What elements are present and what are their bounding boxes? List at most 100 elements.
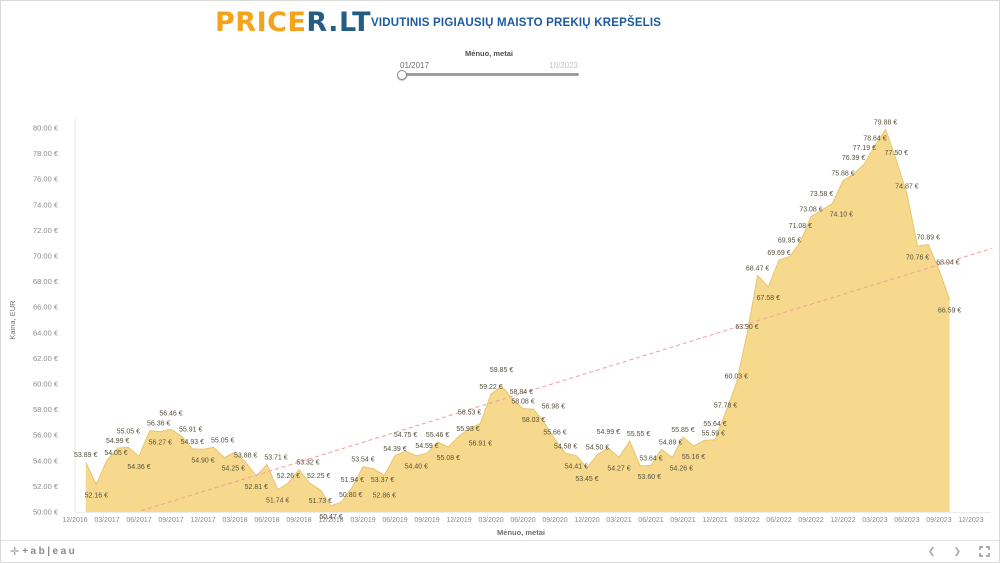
data-point-label: 52.25 € [307,473,330,480]
data-point-label: 69.95 € [778,238,801,245]
data-point-label: 52.81 € [245,484,268,491]
y-tick-label: 52.00 € [33,482,59,491]
data-point-label: 70.76 € [906,254,929,261]
data-point-label: 75.88 € [831,171,854,178]
x-tick-label: 12/2018 [318,517,343,524]
y-tick-label: 64.00 € [33,328,59,337]
redo-icon[interactable]: ❯ [953,546,961,556]
tableau-logo[interactable]: ✛ +ab|eau [10,545,77,558]
data-point-label: 54.25 € [222,466,245,473]
page-title: VIDUTINIS PIGIAUSIŲ MAISTO PREKIŲ KREPŠE… [371,17,662,29]
data-point-label: 66.59 € [938,308,961,315]
price-area [85,129,950,512]
x-tick-label: 03/2019 [350,517,375,524]
y-tick-label: 72.00 € [33,226,59,235]
data-point-label: 73.08 € [799,207,822,214]
date-filter-label: Mėnuo, metai [465,49,513,58]
data-point-label: 60.03 € [725,374,748,381]
data-point-label: 53.71 € [264,455,287,462]
data-point-label: 56.36 € [147,421,170,428]
tableau-wordmark: +ab|eau [22,546,78,557]
y-tick-label: 74.00 € [33,200,59,209]
data-point-label: 50.47 € [319,514,342,521]
data-point-label: 58.84 € [510,389,533,396]
pricer-logo-price: PRICE [215,7,307,38]
x-tick-label: 09/2019 [414,517,439,524]
data-point-label: 55.05 € [211,437,234,444]
date-filter: Mėnuo, metai 01/2017 10/2023 [397,49,579,80]
y-tick-label: 56.00 € [33,431,59,440]
date-slider-track[interactable] [397,70,579,80]
data-point-label: 58.08 € [511,399,534,406]
data-point-label: 74.10 € [830,212,853,219]
y-tick-label: 50.00 € [33,508,59,517]
data-point-label: 63.90 € [735,324,758,331]
data-point-label: 51.73 € [309,498,332,505]
x-tick-label: 12/2020 [574,517,599,524]
x-tick-label: 12/2021 [702,517,727,524]
data-point-label: 54.41 € [565,464,588,471]
price-area-edge [85,128,951,507]
data-point-label: 54.99 € [597,429,620,436]
data-point-label: 55.85 € [671,427,694,434]
data-point-label: 68.94 € [936,260,959,267]
x-axis-title: Mėnuo, metai [497,528,545,537]
y-tick-label: 76.00 € [33,175,59,184]
data-point-label: 53.89 € [74,452,97,459]
data-point-label: 56.91 € [469,441,492,448]
x-tick-label: 03/2020 [478,517,503,524]
date-slider-thumb[interactable] [397,70,407,80]
x-tick-label: 06/2019 [382,517,407,524]
x-tick-label: 03/2023 [862,517,887,524]
y-tick-label: 80.00 € [33,124,59,133]
price-area-chart: 50.00 € 52.00 € 54.00 € 56.00 € 58.00 € 60.00… [8,119,993,537]
y-tick-label: 60.00 € [33,380,59,389]
data-point-label: 56.46 € [159,410,182,417]
data-point-label: 51.94 € [341,477,364,484]
data-point-label: 55.16 € [682,454,705,461]
data-point-label: 79.88 € [874,120,897,127]
data-point-label: 78.64 € [863,135,886,142]
x-tick-label: 09/2021 [670,517,695,524]
data-point-label: 56.27 € [149,440,172,447]
y-tick-label: 70.00 € [33,252,59,261]
toolbar-icons: ❮ ❯ [928,546,990,557]
data-point-label: 74.87 € [895,184,918,191]
data-point-label: 54.40 € [405,464,428,471]
data-point-label: 50.80 € [339,492,362,499]
x-tick-label: 12/2016 [62,517,87,524]
date-filter-end-value: 10/2023 [549,61,578,70]
x-tick-label: 09/2018 [286,517,311,524]
data-point-label: 55.91 € [179,426,202,433]
tableau-mark-icon: ✛ [10,546,20,558]
data-point-label: 53.37 € [371,477,394,484]
data-point-label: 59.22 € [479,384,502,391]
data-point-label: 52.26 € [277,473,300,480]
data-point-label: 70.89 € [917,235,940,242]
data-point-label: 77.50 € [885,150,908,157]
data-point-label: 77.19 € [853,145,876,152]
data-point-label: 54.75 € [394,432,417,439]
data-point-label: 57.78 € [714,402,737,409]
data-point-label: 55.59 € [702,430,725,437]
data-point-label: 54.90 € [191,457,214,464]
y-tick-label: 54.00 € [33,456,59,465]
x-tick-label: 06/2017 [126,517,151,524]
data-point-label: 54.99 € [106,438,129,445]
y-axis-title: Kaina, EUR [8,300,17,340]
data-point-label: 54.26 € [670,466,693,473]
data-point-label: 55.05 € [117,428,140,435]
x-tick-label: 12/2022 [830,517,855,524]
data-point-label: 53.60 € [638,474,661,481]
data-point-label: 55.66 € [543,430,566,437]
undo-icon[interactable]: ❮ [927,546,936,556]
data-point-label: 53.45 € [575,476,598,483]
pricer-logo-lt: R.LT [306,7,372,38]
y-tick-label: 68.00 € [33,277,59,286]
data-point-label: 53.88 € [234,452,257,459]
date-filter-range: 01/2017 10/2023 [399,61,579,70]
x-tick-label: 03/2022 [734,517,759,524]
data-point-label: 73.58 € [810,191,833,198]
fullscreen-icon[interactable] [979,546,990,557]
